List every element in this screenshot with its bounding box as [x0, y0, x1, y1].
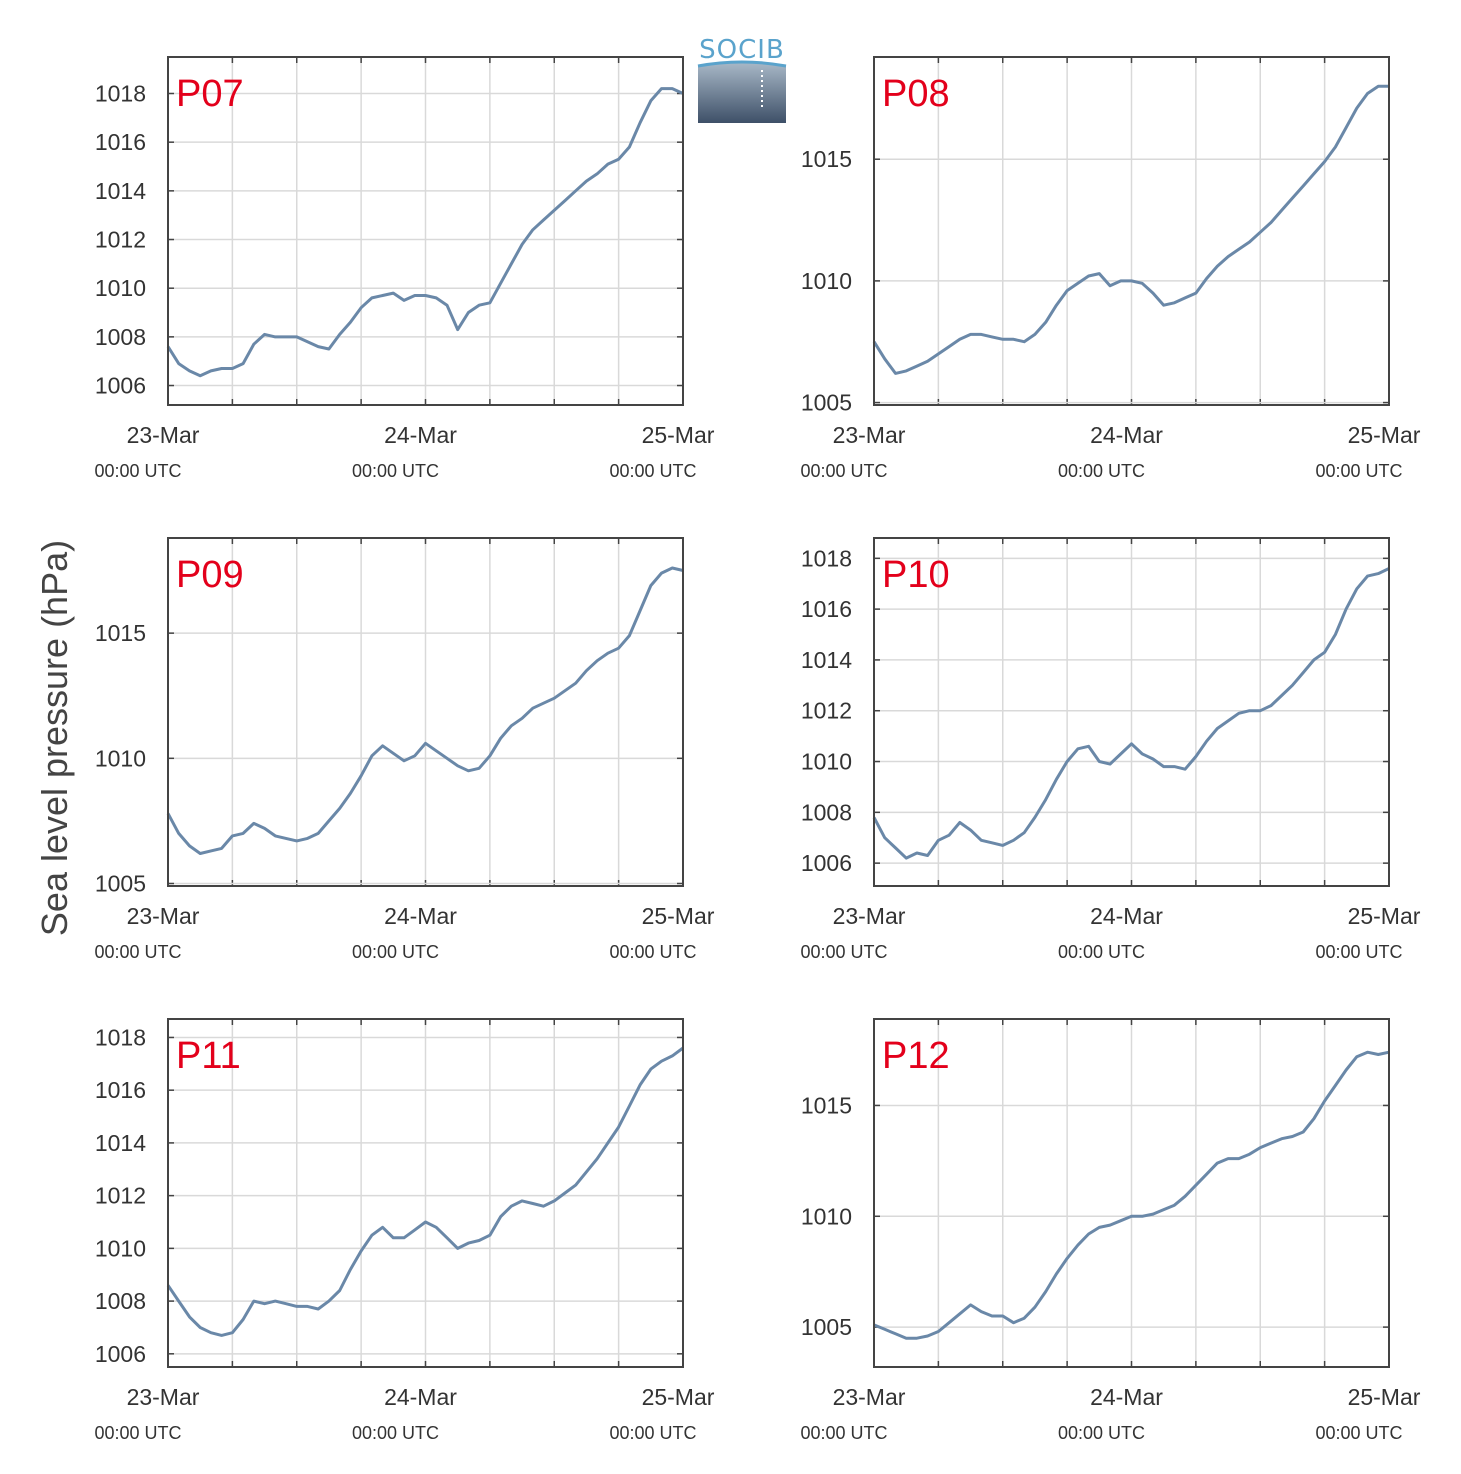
panel-p08: 1005 1010 1015 23-Mar 00:00 UTC 24-Mar 00:00 U… [800, 56, 1421, 481]
y-tick-label: 1016 [95, 1077, 146, 1103]
y-tick-label: 1015 [801, 1092, 852, 1118]
x-tick-label-time: 00:00 UTC [1058, 461, 1145, 481]
x-tick-label-date: 25-Mar [642, 1384, 715, 1410]
y-tick-label: 1018 [95, 1024, 146, 1050]
panel-p11: 1006 1008 1010 1012 1014 1016 1018 23-Mar 00:00 … [94, 1018, 715, 1443]
y-tick-label: 1015 [801, 146, 852, 172]
plot-frame [167, 56, 684, 406]
series-line [166, 1046, 684, 1337]
panels: 1006 1008 1010 1012 1014 1016 1018 23-Mar 00:00 … [94, 56, 1421, 1443]
x-tick-label-time: 00:00 UTC [1058, 1423, 1145, 1443]
y-tick-label: 1008 [95, 1288, 146, 1314]
x-tick-label-date: 24-Mar [1090, 422, 1163, 448]
x-tick-label-date: 23-Mar [127, 903, 200, 929]
y-tick-label: 1012 [95, 1183, 146, 1209]
x-tick-label-time: 00:00 UTC [352, 461, 439, 481]
logo-wave-icon [698, 62, 786, 123]
series-line [873, 1050, 1390, 1340]
plot-frame [873, 537, 1390, 887]
x-tick-label-time: 00:00 UTC [609, 1423, 696, 1443]
y-tick-label: 1015 [95, 620, 146, 646]
x-tick-label-date: 25-Mar [642, 422, 715, 448]
plot-frame [873, 1018, 1390, 1368]
x-tick-label-date: 23-Mar [833, 1384, 906, 1410]
x-tick-label-time: 00:00 UTC [609, 461, 696, 481]
y-tick-label: 1012 [95, 227, 146, 253]
panel-p09: 1005 1010 1015 23-Mar 00:00 UTC 24-Mar 00:00 U… [94, 537, 715, 962]
x-tick-label-date: 23-Mar [833, 903, 906, 929]
x-tick-label-time: 00:00 UTC [609, 942, 696, 962]
y-tick-label: 1005 [95, 870, 146, 896]
series-line [166, 87, 684, 378]
x-tick-label-date: 24-Mar [1090, 1384, 1163, 1410]
panel-p07: 1006 1008 1010 1012 1014 1016 1018 23-Mar 00:00 … [94, 56, 715, 481]
y-tick-label: 1006 [95, 373, 146, 399]
x-tick-label-time: 00:00 UTC [1315, 942, 1402, 962]
plot-frame [873, 56, 1390, 406]
x-tick-label-time: 00:00 UTC [94, 942, 181, 962]
logo-text: SOCIB [699, 35, 785, 65]
x-tick-label-time: 00:00 UTC [352, 1423, 439, 1443]
x-tick-label-date: 24-Mar [1090, 903, 1163, 929]
y-tick-label: 1016 [95, 129, 146, 155]
panel-title: P09 [176, 554, 244, 596]
x-tick-label-time: 00:00 UTC [94, 1423, 181, 1443]
y-tick-label: 1006 [801, 850, 852, 876]
y-tick-label: 1010 [801, 749, 852, 775]
x-tick-label-date: 23-Mar [833, 422, 906, 448]
plot-frame [167, 537, 684, 887]
panel-p12: 1005 1010 1015 23-Mar 00:00 UTC 24-Mar 00:00 U… [800, 1018, 1421, 1443]
x-tick-label-date: 23-Mar [127, 422, 200, 448]
logo-wave-crest [697, 60, 787, 68]
x-tick-label-time: 00:00 UTC [1315, 461, 1402, 481]
series-line [872, 84, 1389, 375]
x-tick-label-time: 00:00 UTC [800, 1423, 887, 1443]
y-tick-label: 1014 [801, 647, 852, 673]
x-tick-label-date: 25-Mar [1348, 1384, 1421, 1410]
x-tick-label-time: 00:00 UTC [1058, 942, 1145, 962]
x-tick-label-date: 24-Mar [384, 903, 457, 929]
panel-p10: 1006 1008 1010 1012 1014 1016 1018 23-Mar 00:00 … [800, 537, 1421, 962]
panel-title: P07 [176, 73, 244, 115]
y-tick-label: 1016 [801, 596, 852, 622]
plot-frame [167, 1018, 684, 1368]
y-tick-label: 1018 [95, 81, 146, 107]
socib-logo: SOCIB [697, 35, 787, 123]
x-tick-label-date: 25-Mar [642, 903, 715, 929]
x-tick-label-time: 00:00 UTC [1315, 1423, 1402, 1443]
y-tick-label: 1008 [801, 799, 852, 825]
x-tick-label-date: 24-Mar [384, 422, 457, 448]
y-tick-label: 1018 [801, 545, 852, 571]
x-tick-label-time: 00:00 UTC [800, 461, 887, 481]
x-tick-label-time: 00:00 UTC [94, 461, 181, 481]
y-axis-label: Sea level pressure (hPa) [34, 540, 75, 936]
panel-title: P08 [882, 73, 950, 115]
y-tick-label: 1010 [95, 1235, 146, 1261]
y-tick-label: 1014 [95, 178, 146, 204]
y-tick-label: 1006 [95, 1341, 146, 1367]
panel-title: P10 [882, 554, 950, 596]
x-tick-label-time: 00:00 UTC [800, 942, 887, 962]
x-tick-label-date: 25-Mar [1348, 422, 1421, 448]
x-tick-label-date: 25-Mar [1348, 903, 1421, 929]
y-tick-label: 1010 [95, 745, 146, 771]
y-tick-label: 1008 [95, 324, 146, 350]
x-tick-label-date: 24-Mar [384, 1384, 457, 1410]
y-tick-label: 1005 [801, 390, 852, 416]
series-line [872, 567, 1390, 860]
series-line [166, 566, 684, 855]
x-tick-label-time: 00:00 UTC [352, 942, 439, 962]
y-tick-label: 1014 [95, 1130, 146, 1156]
panel-title: P12 [882, 1035, 950, 1077]
y-tick-label: 1005 [801, 1314, 852, 1340]
panel-title: P11 [176, 1035, 241, 1077]
y-tick-label: 1010 [801, 268, 852, 294]
y-tick-label: 1012 [801, 698, 852, 724]
y-tick-label: 1010 [801, 1203, 852, 1229]
y-tick-label: 1010 [95, 275, 146, 301]
x-tick-label-date: 23-Mar [127, 1384, 200, 1410]
